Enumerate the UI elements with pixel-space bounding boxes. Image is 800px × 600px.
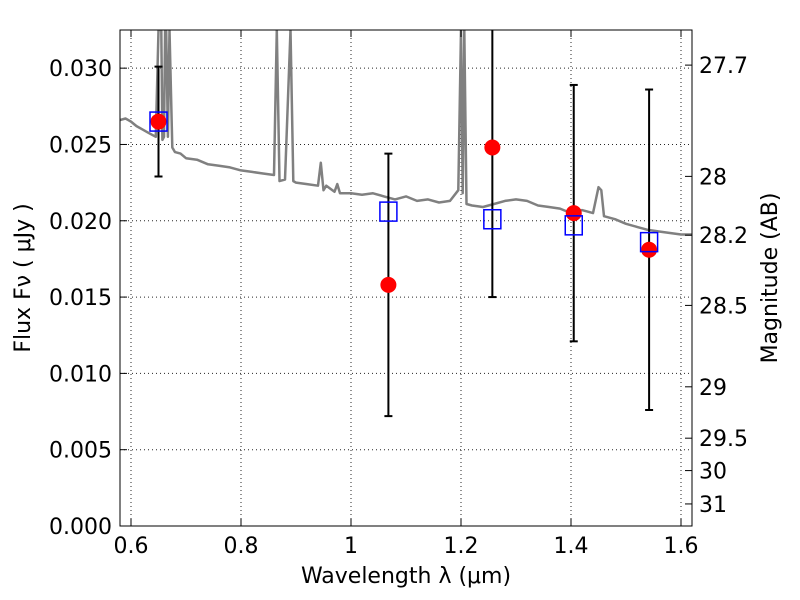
y2-tick-label: 28.2 (699, 224, 748, 249)
y-tick-label: 0.025 (49, 133, 112, 158)
model-photometry-square (483, 208, 502, 230)
observed-point (484, 139, 501, 156)
y2-tick-label: 29.5 (699, 427, 748, 452)
observed-point (565, 205, 582, 222)
plot-frame (119, 29, 693, 527)
y-axis-label: Flux Fν ( μJy ) (11, 203, 36, 352)
model-photometry-square (379, 201, 398, 222)
y2-tick-label: 27.7 (699, 54, 748, 79)
x-tick-label: 1 (344, 534, 358, 559)
y2-tick-label: 28 (699, 165, 727, 190)
observed-point (380, 276, 397, 293)
x-tick-label: 1.2 (444, 534, 479, 559)
observed-point (150, 113, 167, 130)
model-photometry-square (149, 111, 168, 132)
x-tick-label: 0.8 (224, 534, 259, 559)
x-tick-label: 0.6 (114, 534, 149, 559)
y-tick-label: 0.015 (49, 286, 112, 311)
y2-tick-label: 31 (699, 493, 727, 518)
y-tick-label: 0.005 (49, 439, 112, 464)
y2-axis-label: Magnitude (AB) (758, 193, 783, 364)
y2-tick-label: 29 (699, 376, 727, 401)
model-photometry-squares (149, 111, 659, 253)
x-tick-label: 1.4 (554, 534, 589, 559)
y-tick-label: 0.030 (49, 57, 112, 82)
axis-ticks: 0.6 0.8 1 1.2 1.4 1.6 0.000 0.005 0.010 0.015 0.02… (49, 30, 748, 559)
observed-point (641, 241, 658, 258)
y-tick-label: 0.020 (49, 210, 112, 235)
model-photometry-square (639, 231, 659, 253)
observed-points (150, 113, 658, 293)
y2-tick-label: 30 (699, 460, 727, 485)
x-axis-label: Wavelength λ (μm) (301, 564, 511, 589)
x-tick-label: 1.6 (664, 534, 699, 559)
y2-tick-label: 28.5 (699, 294, 748, 319)
model-photometry-square (564, 215, 583, 236)
y-tick-label: 0.000 (49, 515, 112, 540)
y-tick-label: 0.010 (49, 362, 112, 387)
